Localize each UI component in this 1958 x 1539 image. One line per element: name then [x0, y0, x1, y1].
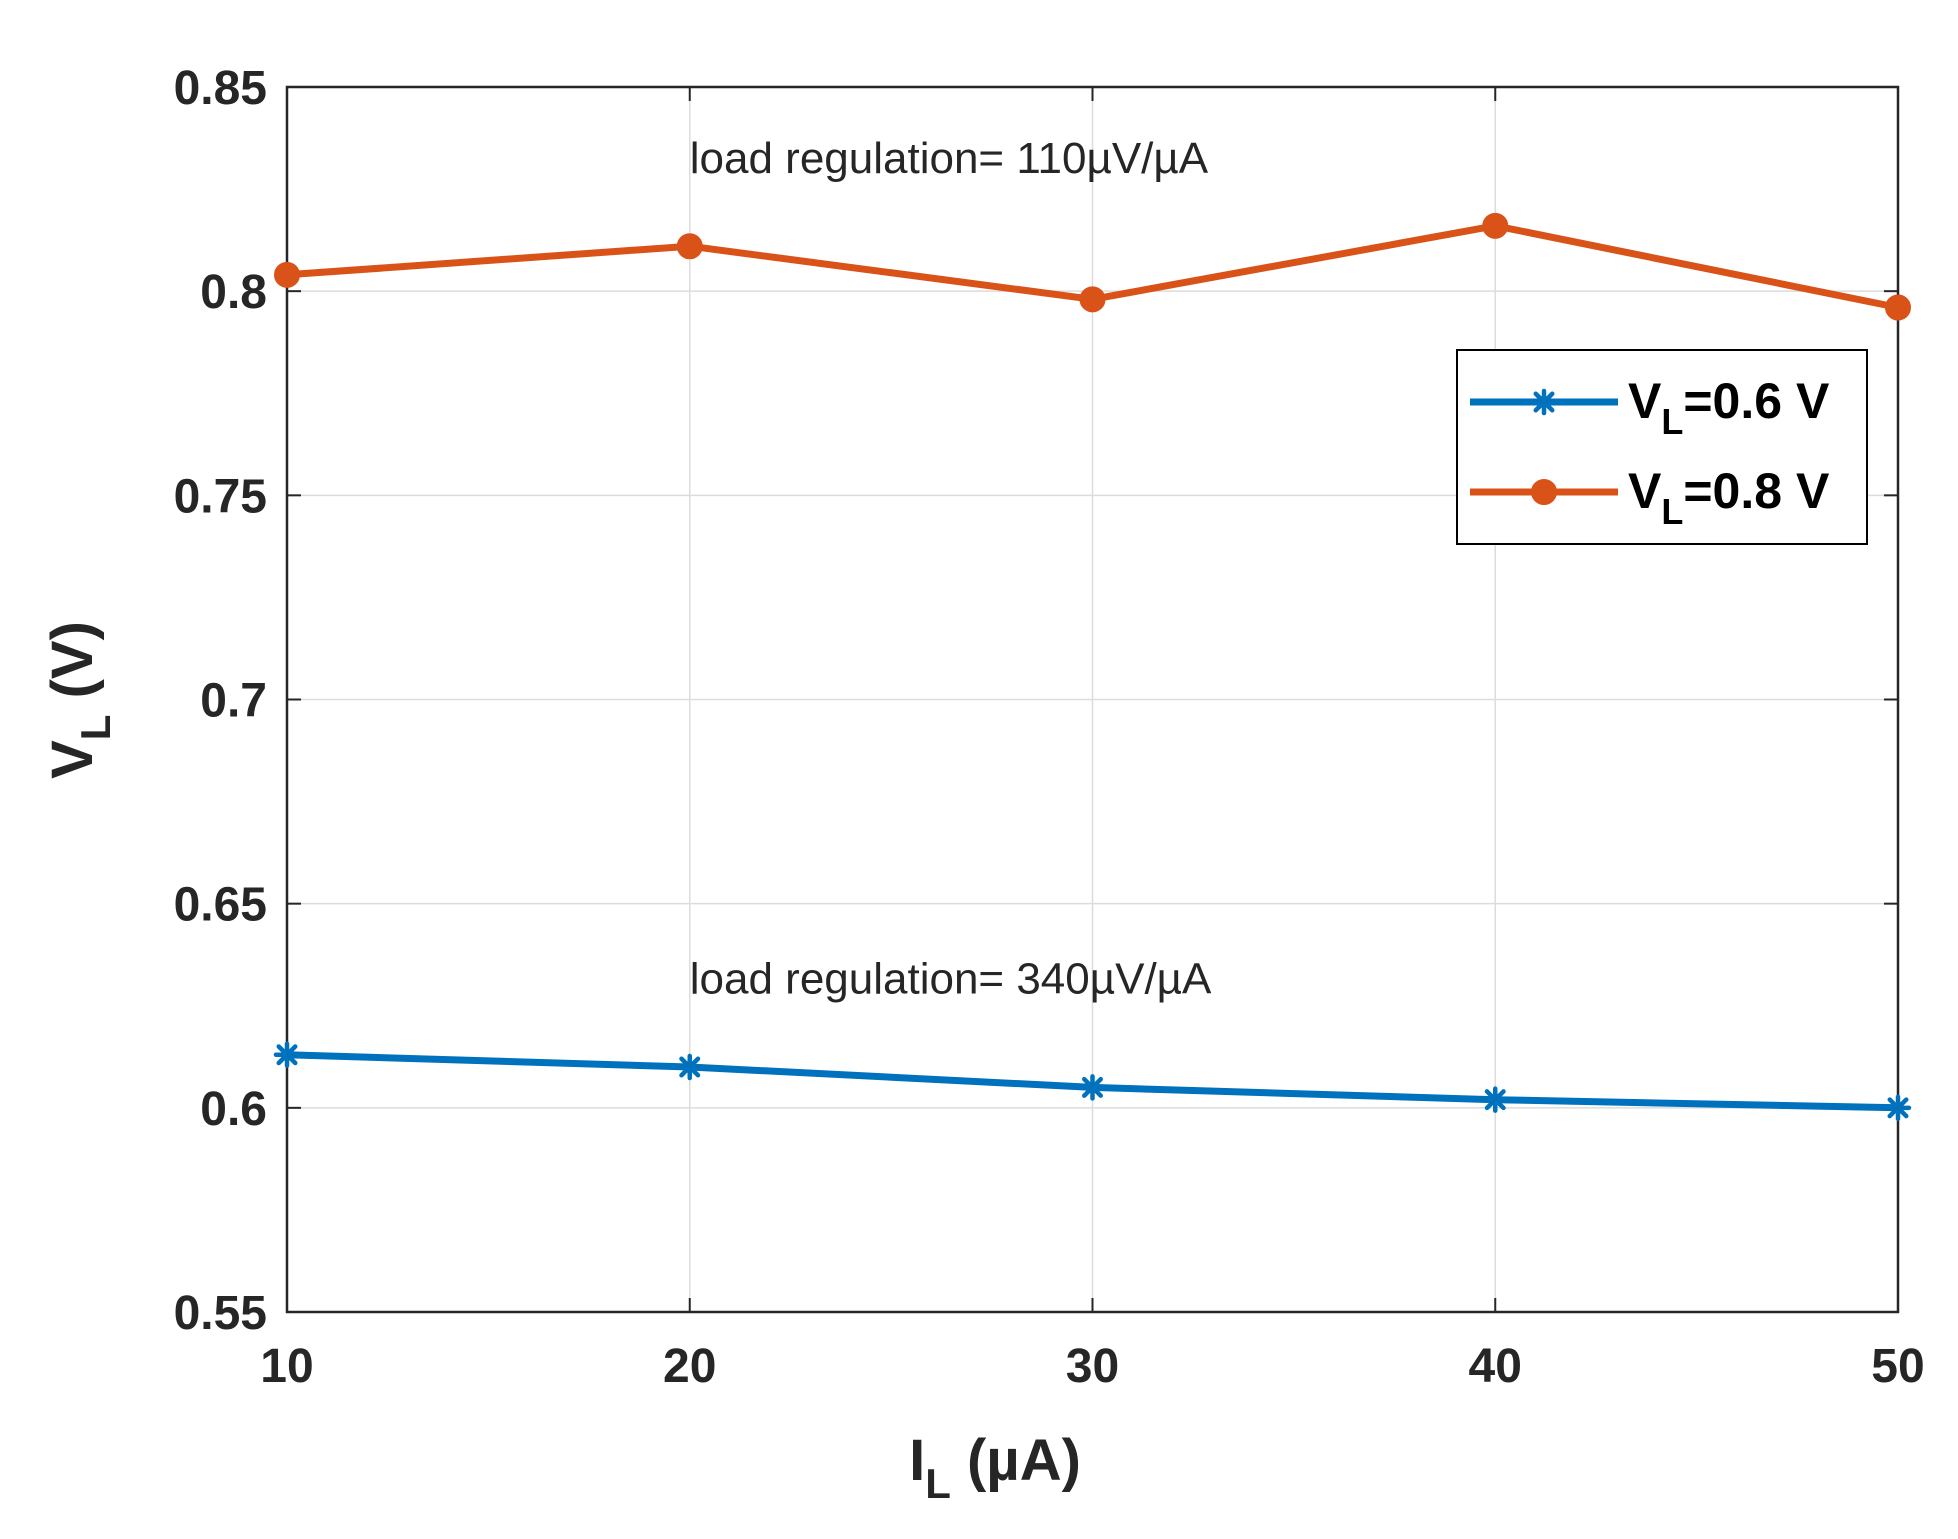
legend-label-series-0: VL=0.6 V: [1628, 373, 1830, 442]
x-axis-label: IL (µA): [909, 1428, 1081, 1507]
data-point: [1482, 212, 1509, 239]
legend-marker-series-0: [1530, 388, 1558, 416]
y-tick-label: 0.85: [174, 62, 267, 115]
data-point: [676, 233, 703, 260]
data-point: [1884, 1094, 1912, 1122]
legend-box: [1456, 349, 1868, 545]
x-tick-label: 30: [1066, 1340, 1119, 1393]
y-tick-label: 0.7: [200, 675, 267, 728]
y-tick-label: 0.6: [200, 1083, 267, 1136]
legend-marker-series-1: [1531, 479, 1557, 505]
y-axis-label: VL (V): [40, 621, 119, 779]
data-point: [1885, 294, 1911, 321]
data-point: [1079, 1074, 1106, 1101]
x-tick-label: 10: [260, 1340, 313, 1393]
annotation-text: load regulation= 340µV/µA: [690, 955, 1212, 1004]
legend-label-series-1: VL=0.8 V: [1628, 463, 1830, 532]
data-point: [1079, 286, 1106, 313]
y-tick-label: 0.65: [174, 879, 267, 932]
x-tick-label: 40: [1469, 1340, 1522, 1393]
y-tick-label: 0.55: [174, 1287, 267, 1340]
series-1: [274, 212, 1911, 321]
annotation-text: load regulation= 110µV/µA: [690, 134, 1209, 183]
data-point: [1482, 1086, 1509, 1113]
x-tick-labels: 10 20 30 40 50: [260, 1340, 1924, 1393]
legend-marker: [1530, 388, 1558, 416]
x-tick-label: 20: [663, 1340, 716, 1393]
data-point: [273, 1041, 301, 1068]
series-layer: [273, 212, 1912, 1122]
data-point: [274, 261, 300, 288]
legend-marker: [1531, 479, 1557, 505]
y-tick-label: 0.8: [200, 266, 267, 319]
series-0: [273, 1041, 1912, 1122]
y-tick-labels: 0.55 0.6 0.65 0.7 0.75 0.8 0.85: [174, 62, 267, 1340]
data-point: [676, 1053, 703, 1081]
annotations: load regulation= 110µV/µA load regulation…: [690, 134, 1212, 1004]
x-tick-label: 50: [1871, 1340, 1924, 1393]
y-tick-label: 0.75: [174, 470, 267, 523]
legend: VL=0.6 V VL=0.8 V: [1456, 349, 1868, 545]
tick-marks: [286, 86, 1899, 1313]
